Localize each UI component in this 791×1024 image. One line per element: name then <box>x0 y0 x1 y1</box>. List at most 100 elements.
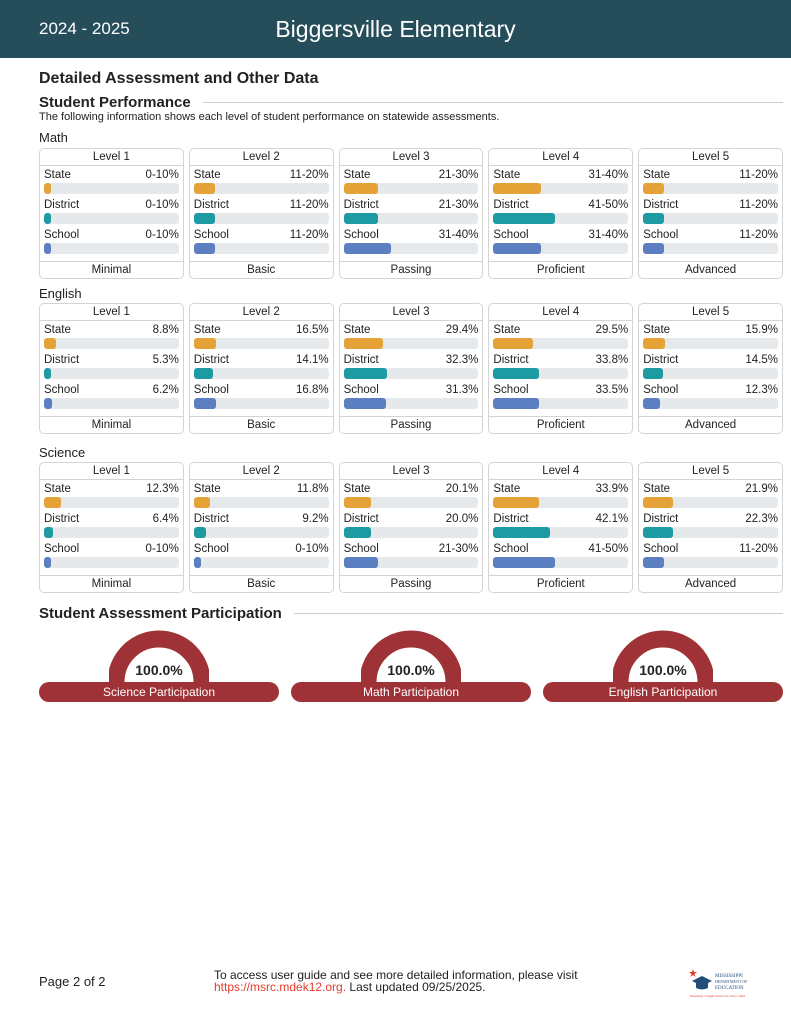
row-value: 33.5% <box>595 384 629 396</box>
level-card: Level 3 State 20.1% District 20.0% School 21-3… <box>338 462 484 593</box>
row-value: 0-10% <box>145 199 179 211</box>
bar-track <box>193 497 329 508</box>
bar-fill <box>643 213 665 224</box>
district-result: District 0-10% <box>44 198 179 224</box>
bar-fill <box>493 368 539 379</box>
bar-fill <box>643 398 660 409</box>
row-label: School <box>643 543 679 555</box>
row-label: School <box>643 229 679 241</box>
row-label: District <box>343 354 379 366</box>
district-result: District 11-20% <box>643 198 778 224</box>
row-label: School <box>343 384 379 396</box>
bar-fill <box>493 497 540 508</box>
bar-fill <box>643 368 663 379</box>
bar-fill <box>44 338 56 349</box>
subject-title: Math <box>39 130 68 145</box>
row-value: 8.8% <box>152 324 179 336</box>
bar-fill <box>493 213 555 224</box>
level-card: Level 4 State 29.5% District 33.8% School 33.5… <box>488 303 634 434</box>
school-year: 2024 - 2025 <box>39 19 130 38</box>
row-label: District <box>343 513 379 525</box>
gauge-arc <box>361 630 461 683</box>
row-label: State <box>343 169 371 181</box>
row-label: District <box>493 199 529 211</box>
row-label: School <box>493 543 529 555</box>
row-value: 20.0% <box>445 513 479 525</box>
row-value: 41-50% <box>588 543 629 555</box>
state-result: State 20.1% <box>343 482 479 508</box>
district-result: District 14.1% <box>193 353 329 379</box>
bar-track <box>343 338 479 349</box>
bar-track <box>343 368 479 379</box>
bar-track <box>493 243 629 254</box>
participation-gauge: 100.0% English Participation <box>543 630 783 702</box>
bar-track <box>44 213 179 224</box>
performance-description: The following information shows each lev… <box>39 111 500 123</box>
level-name: Minimal <box>40 416 183 433</box>
row-value: 12.3% <box>146 483 179 495</box>
row-label: State <box>643 324 671 336</box>
row-label: District <box>343 199 379 211</box>
row-label: School <box>343 229 379 241</box>
district-result: District 21-30% <box>343 198 479 224</box>
row-value: 21-30% <box>438 169 479 181</box>
bar-track <box>44 398 179 409</box>
row-value: 22.3% <box>745 513 778 525</box>
school-name: Biggersville Elementary <box>275 16 516 42</box>
bar-track <box>193 557 329 568</box>
row-value: 41-50% <box>588 199 629 211</box>
row-value: 11-20% <box>739 169 778 181</box>
bar-track <box>343 243 479 254</box>
participation-heading: Student Assessment Participation <box>39 605 783 622</box>
level-title: Level 5 <box>639 149 782 166</box>
footer-text: To access user guide and see more detail… <box>214 969 578 993</box>
level-card: Level 5 State 15.9% District 14.5% School 12.3… <box>638 303 783 434</box>
bar-track <box>343 398 479 409</box>
level-name: Advanced <box>639 261 782 278</box>
row-label: State <box>193 169 221 181</box>
bar-fill <box>44 398 53 409</box>
row-label: School <box>193 229 229 241</box>
gauge-label: English Participation <box>543 682 783 702</box>
gauge-value: 100.0% <box>639 662 687 678</box>
level-card: Level 2 State 16.5% District 14.1% School 16.8… <box>188 303 334 434</box>
page-header: 2024 - 2025 Biggersville Elementary <box>0 0 791 58</box>
bar-track <box>643 557 778 568</box>
state-result: State 11.8% <box>193 482 329 508</box>
page-number: Page 2 of 2 <box>39 974 106 989</box>
row-label: State <box>193 324 221 336</box>
row-value: 9.2% <box>302 513 329 525</box>
level-title: Level 3 <box>339 149 483 166</box>
row-label: School <box>343 543 379 555</box>
bar-track <box>193 183 329 194</box>
state-result: State 29.4% <box>343 323 479 349</box>
bar-fill <box>343 213 378 224</box>
bar-fill <box>44 243 51 254</box>
bar-track <box>493 183 629 194</box>
district-result: District 6.4% <box>44 512 179 538</box>
msrc-link[interactable]: https://msrc.mdek12.org. <box>214 980 347 994</box>
gauge-arc <box>613 630 713 683</box>
bar-track <box>643 527 778 538</box>
bar-fill <box>343 527 371 538</box>
subject-title: Science <box>39 445 86 460</box>
bar-fill <box>193 213 215 224</box>
row-label: School <box>44 229 80 241</box>
state-result: State 29.5% <box>493 323 629 349</box>
bar-track <box>193 398 329 409</box>
bar-track <box>493 557 629 568</box>
district-result: District 9.2% <box>193 512 329 538</box>
level-title: Level 1 <box>40 149 183 166</box>
level-name: Advanced <box>639 575 782 592</box>
level-title: Level 3 <box>339 463 483 480</box>
bar-track <box>643 497 778 508</box>
level-name: Proficient <box>489 261 633 278</box>
state-result: State 21-30% <box>343 168 479 194</box>
page-title: Detailed Assessment and Other Data <box>39 70 319 87</box>
row-value: 11.8% <box>296 483 329 495</box>
state-result: State 21.9% <box>643 482 778 508</box>
bar-fill <box>493 338 534 349</box>
row-label: District <box>643 354 679 366</box>
bar-fill <box>343 497 371 508</box>
bar-track <box>44 527 179 538</box>
